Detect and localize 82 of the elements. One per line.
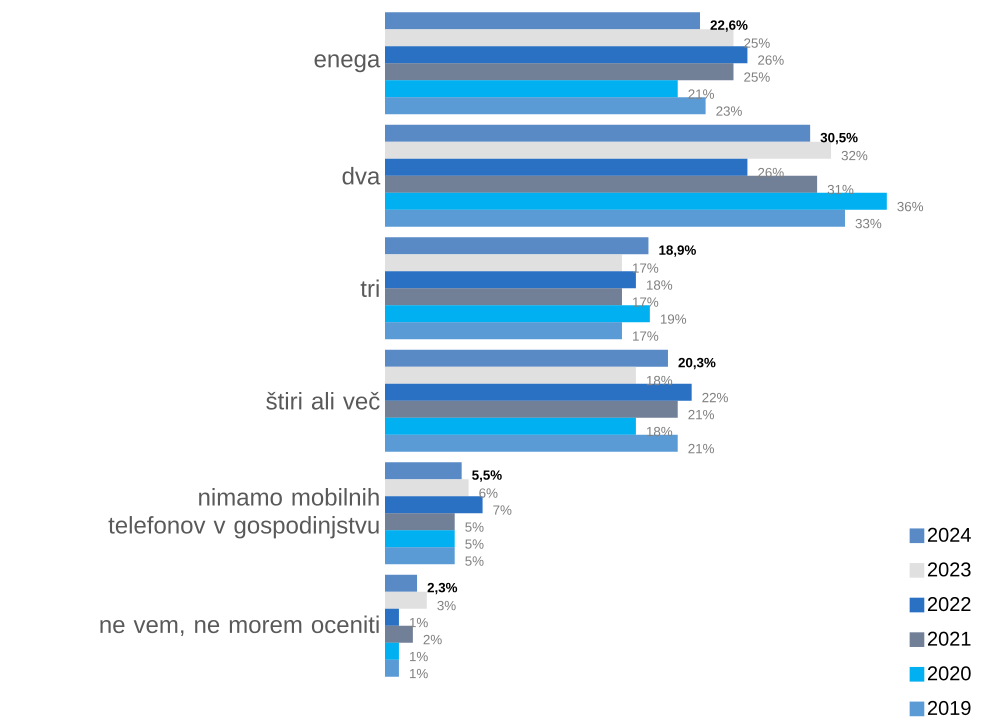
data-label: 1%	[410, 618, 428, 628]
bar	[385, 350, 668, 367]
bar	[385, 608, 399, 626]
bar	[385, 660, 399, 677]
data-label: 2%	[424, 634, 442, 644]
bar	[385, 46, 748, 64]
data-label: 31%	[828, 184, 854, 194]
y-tick-label: ne vem, ne morem oceniti	[100, 616, 379, 636]
data-label: 20,3%	[678, 358, 716, 370]
data-label: 6%	[479, 488, 498, 498]
y-tick-label: tri	[360, 279, 379, 298]
legend-label: 2021	[928, 632, 970, 646]
bar	[385, 496, 483, 514]
data-label: 1%	[410, 668, 428, 678]
data-label: 5%	[465, 556, 484, 566]
bar	[385, 574, 418, 592]
data-label: 19%	[660, 314, 686, 324]
bar	[385, 12, 700, 30]
bar	[385, 254, 622, 272]
data-label: 18%	[646, 376, 672, 386]
data-label: 5%	[465, 539, 484, 549]
bar	[385, 176, 818, 193]
bar	[385, 288, 622, 306]
data-label: 1%	[410, 652, 428, 662]
y-tick-label: štiri ali več	[266, 392, 380, 410]
legend-label: 2019	[928, 700, 970, 716]
bar	[385, 305, 650, 322]
bar	[385, 80, 678, 98]
data-label: 18,9%	[659, 245, 696, 257]
data-label: 5%	[465, 522, 484, 532]
data-label: 21%	[688, 89, 714, 99]
data-label: 22,6%	[710, 20, 748, 32]
data-label: 25%	[744, 38, 770, 48]
bar	[385, 384, 692, 401]
data-label: 26%	[758, 55, 784, 65]
y-tick-label: nimamo mobilnih telefonov v gospodinjstvu	[108, 488, 379, 538]
bar	[385, 237, 648, 254]
legend-label: 2024	[928, 528, 971, 542]
data-label: 7%	[493, 505, 512, 515]
data-label: 5,5%	[472, 470, 502, 482]
bar	[385, 63, 734, 80]
legend-label: 2020	[928, 666, 971, 680]
data-label: 18%	[646, 280, 672, 290]
bar	[385, 592, 427, 609]
data-label: 17%	[633, 297, 658, 307]
bar	[385, 400, 678, 418]
data-label: 30,5%	[820, 132, 858, 144]
bar	[385, 479, 469, 496]
legend-label: 2022	[928, 597, 970, 612]
bar	[385, 547, 455, 564]
data-label: 17%	[633, 331, 658, 341]
data-label: 18%	[646, 426, 672, 436]
bar	[385, 124, 810, 142]
y-tick-label: dva	[342, 166, 380, 185]
bar	[385, 626, 413, 643]
bar	[385, 418, 636, 435]
data-label: 25%	[744, 72, 770, 82]
data-label: 22%	[702, 392, 728, 402]
bar	[385, 210, 845, 227]
bar	[385, 513, 455, 530]
bar	[385, 462, 462, 480]
bar	[385, 366, 636, 384]
data-label: 2,3%	[428, 582, 458, 594]
data-label: 33%	[856, 218, 882, 228]
data-label: 3%	[437, 600, 456, 610]
bar	[385, 271, 636, 288]
data-label: 21%	[688, 444, 714, 454]
data-label: 26%	[758, 168, 784, 178]
bar	[385, 97, 706, 114]
data-label: 21%	[688, 410, 714, 420]
legend-label: 2023	[928, 562, 971, 577]
bar	[385, 530, 455, 548]
data-label: 32%	[842, 150, 868, 160]
data-label: 36%	[897, 202, 924, 212]
data-label: 17%	[633, 263, 658, 273]
bar	[385, 192, 887, 210]
y-tick-label: enega	[314, 54, 380, 72]
bar	[385, 642, 399, 660]
bar	[385, 434, 678, 452]
bar	[385, 322, 622, 340]
bar	[385, 158, 748, 176]
data-label: 23%	[716, 106, 742, 116]
